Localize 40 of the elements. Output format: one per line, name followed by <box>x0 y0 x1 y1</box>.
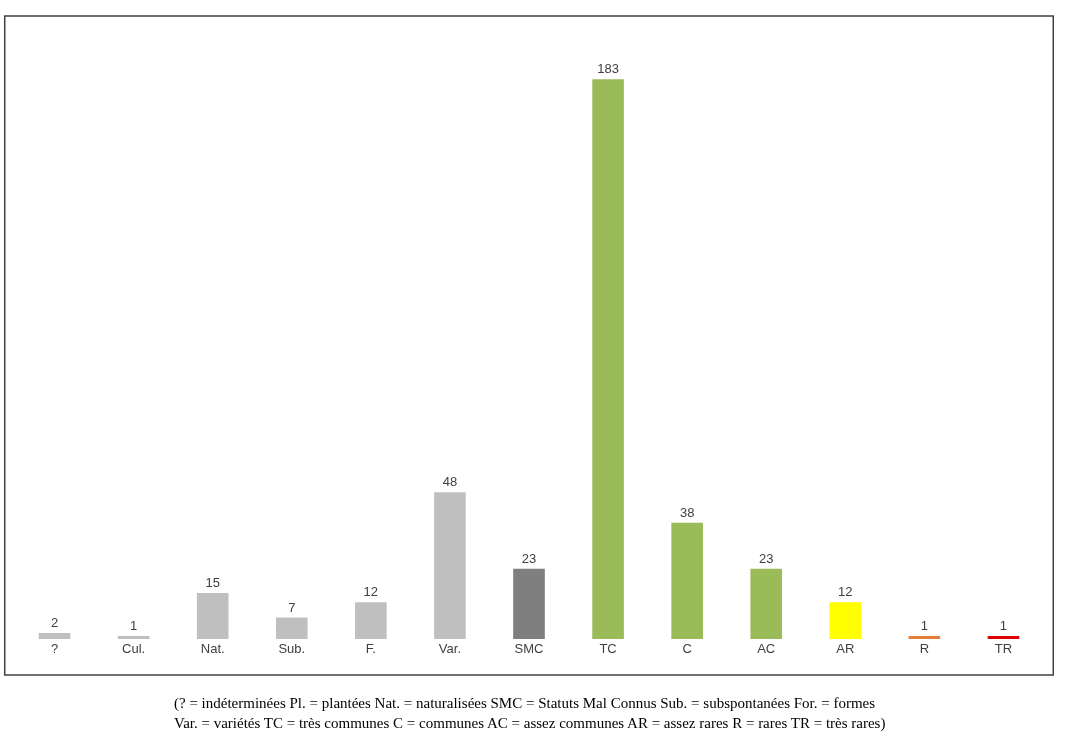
data-label: 12 <box>363 584 379 600</box>
data-label: 15 <box>205 575 220 591</box>
x-tick-label: TR <box>994 641 1013 656</box>
x-tick-label: Var. <box>438 641 462 656</box>
text: (? = indéterminées Pl. = plantées Nat. = naturalisées SMC = Statuts Mal Connus Sub. = subspontanées For. = formes Var. = variétés TC = très communes C = communes AC = assez communes AR = assez rares R = rares TR = très rares) <box>174 695 886 732</box>
data-label: 23 <box>759 550 774 566</box>
x-tick-label: R <box>919 641 930 656</box>
x-tick-label: C <box>682 641 692 656</box>
x-tick-label: Sub. <box>278 641 306 656</box>
x-tick-label: Cul. <box>122 641 146 656</box>
data-label: 7 <box>288 599 296 615</box>
bar <box>750 568 783 639</box>
bar <box>275 617 308 639</box>
bar <box>355 602 387 639</box>
data-label: 38 <box>679 504 695 520</box>
x-tick-label: Nat. <box>200 641 225 656</box>
bar <box>434 492 466 639</box>
bar <box>592 79 624 639</box>
x-tick-label: ? <box>50 641 59 656</box>
bar <box>117 635 150 639</box>
data-label: 183 <box>597 61 619 77</box>
x-tick-label: TC <box>599 641 617 656</box>
data-label: 1 <box>130 617 138 633</box>
bar <box>671 522 703 639</box>
bar <box>513 568 545 639</box>
bar <box>908 635 941 639</box>
x-tick-label: F. <box>365 641 376 656</box>
data-label: 1 <box>999 617 1008 633</box>
bar <box>38 632 71 639</box>
bar <box>196 593 229 639</box>
x-tick-label: AC <box>757 641 776 656</box>
bar <box>987 635 1020 639</box>
data-label: 2 <box>50 614 59 630</box>
x-tick-label: SMC <box>514 641 544 656</box>
x-tick-label: AR <box>836 641 855 656</box>
bar <box>829 602 862 639</box>
data-label: 48 <box>442 474 458 490</box>
data-label: 1 <box>920 617 928 633</box>
data-label: 23 <box>521 550 537 566</box>
data-label: 12 <box>838 584 853 600</box>
